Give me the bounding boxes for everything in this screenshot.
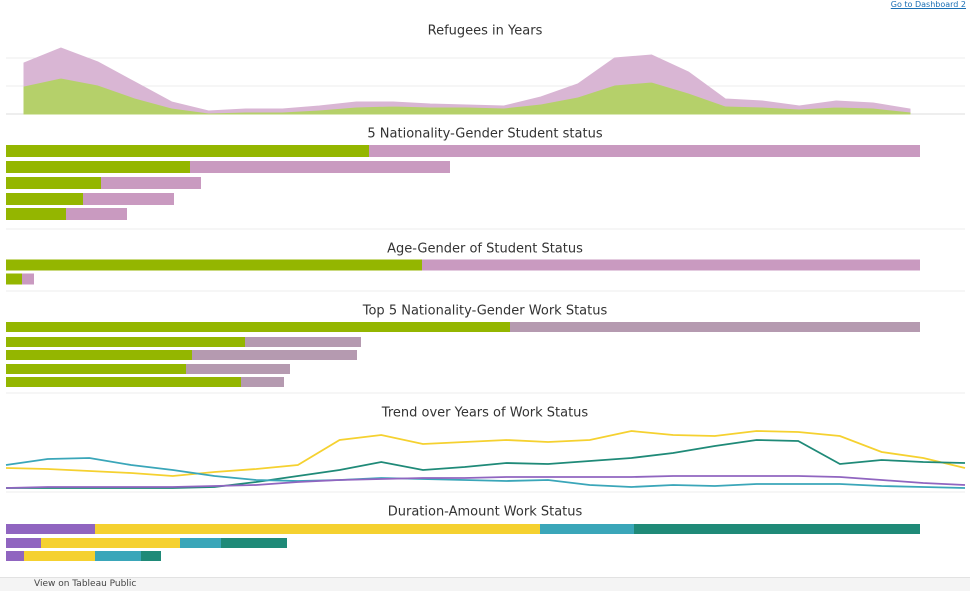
bar-segment <box>6 524 95 534</box>
bar-segment <box>190 161 450 173</box>
bar-segment <box>24 551 95 561</box>
bar-segment <box>221 538 287 548</box>
chart-title: Duration-Amount Work Status <box>388 505 583 520</box>
chart-title: Trend over Years of Work Status <box>381 406 589 421</box>
footer: View on Tableau Public <box>0 577 970 591</box>
footer-text: View on Tableau Public <box>34 579 137 589</box>
chart-title: Age-Gender of Student Status <box>387 242 583 257</box>
charts: Refugees in Years 5 Nationality-Gender St… <box>5 24 966 561</box>
line <box>5 430 966 477</box>
bar-segment <box>510 322 920 332</box>
bar-segment <box>95 551 141 561</box>
bar-segment <box>6 538 41 548</box>
bar-segment <box>6 350 192 360</box>
bar-segment <box>6 161 190 173</box>
bar-segment <box>6 145 369 157</box>
bar-segment <box>101 177 201 189</box>
line <box>5 475 966 489</box>
bar-segment <box>422 259 920 271</box>
bar-segment <box>180 538 221 548</box>
separators <box>6 57 965 493</box>
bar-segment <box>6 259 422 271</box>
bar-segment <box>245 337 361 347</box>
bar-segment <box>634 524 920 534</box>
area <box>23 47 911 114</box>
bar-segment <box>6 364 186 374</box>
bar-segment <box>83 193 174 205</box>
bar-segment <box>192 350 357 360</box>
chart-title: Refugees in Years <box>428 24 543 39</box>
dashboard-link[interactable]: Go to Dashboard 2 <box>890 0 966 9</box>
line <box>5 457 966 489</box>
bar-segment <box>540 524 634 534</box>
bar-segment <box>6 337 245 347</box>
bar-segment <box>95 524 540 534</box>
bar-segment <box>41 538 180 548</box>
chart-title: Top 5 Nationality-Gender Work Status <box>362 304 608 319</box>
bar-segment <box>6 273 22 285</box>
bar-segment <box>6 208 66 220</box>
chart-title: 5 Nationality-Gender Student status <box>367 127 602 142</box>
bar-segment <box>186 364 290 374</box>
bar-segment <box>369 145 920 157</box>
bar-segment <box>6 551 24 561</box>
bar-segment <box>66 208 127 220</box>
bar-segment <box>6 377 241 387</box>
bar-segment <box>22 273 34 285</box>
bar-segment <box>6 193 83 205</box>
bar-segment <box>6 322 510 332</box>
line <box>6 439 966 489</box>
bar-segment <box>241 377 284 387</box>
bar-segment <box>6 177 101 189</box>
bar-segment <box>141 551 161 561</box>
